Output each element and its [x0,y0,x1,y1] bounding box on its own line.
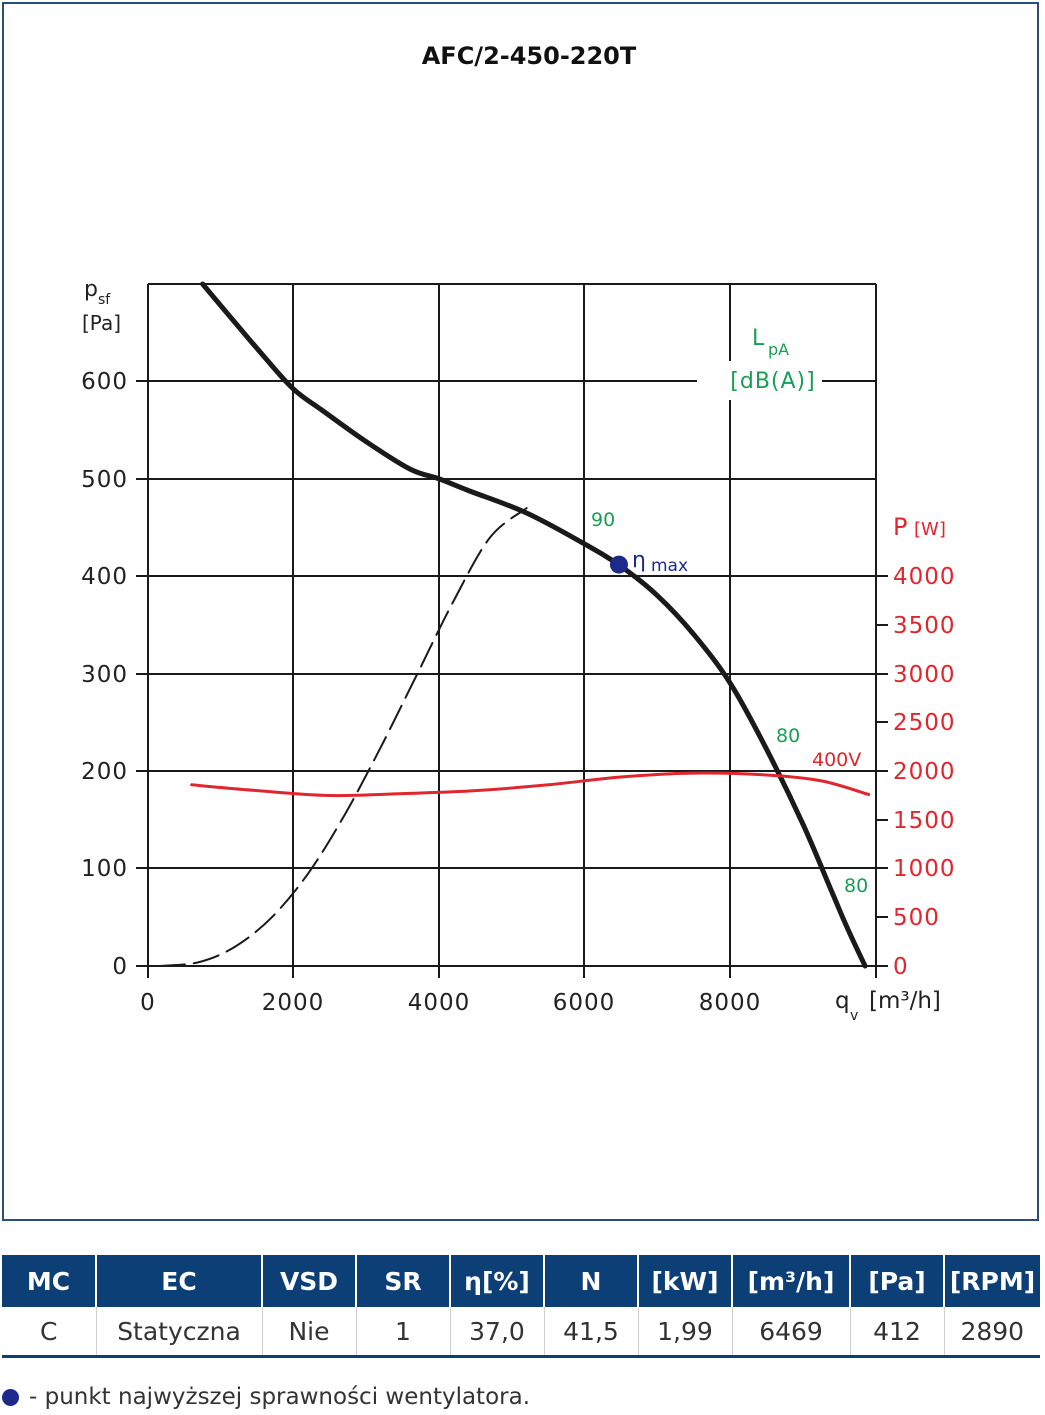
y-tick-label: 300 [81,662,128,688]
grid [147,283,877,967]
x-tick-label: 2000 [262,990,325,1016]
table-cell: 37,0 [449,1307,544,1358]
table-header-cell: η[%] [449,1255,544,1307]
table-header-cell: [RPM] [943,1255,1040,1307]
noise-labels: 90 80 80 [591,509,868,897]
table-header-cell: [Pa] [849,1255,944,1307]
y2-tick-label: 2000 [893,759,956,785]
table-cell: 6469 [731,1307,850,1358]
table-row: C Statyczna Nie 1 37,0 41,5 1,99 6469 41… [2,1307,1040,1358]
power-series-label: 400V [812,749,861,771]
system-curve-curve [157,507,528,967]
y2-axis-label: P [W] [893,513,946,541]
legend-note: - punkt najwyższej sprawności wentylator… [2,1384,530,1410]
legend-dot-icon [2,1388,19,1406]
eta-max-point [609,555,628,574]
noise-label: 80 [776,725,800,747]
y-axis-unit: [Pa] [82,311,121,335]
table-cell: Nie [261,1307,356,1358]
x-axis-symbol: q [835,988,850,1014]
table-cell: 41,5 [543,1307,638,1358]
y2-tick-label: 0 [893,954,909,980]
x-tick-label: 8000 [699,990,762,1016]
eta-max-label: η max [632,548,688,576]
y-tick-label: 600 [81,369,128,395]
x-axis-unit: [m³/h] [869,988,941,1014]
y-tick-label: 200 [81,759,128,785]
table-cell: Statyczna [95,1307,262,1358]
lpa-subscript: pA [768,340,789,359]
chart-frame [2,2,1039,1221]
eta-max-subscript: max [651,556,688,576]
y-tick-label: 400 [81,564,128,590]
table-header-cell: [m³/h] [731,1255,850,1307]
y-tick-label: 500 [81,467,128,493]
table-header-row: MC EC VSD SR η[%] N [kW] [m³/h] [Pa] [RP… [2,1255,1040,1307]
x-tick-labels: 0 2000 4000 6000 8000 [140,990,762,1016]
table-cell: 412 [849,1307,944,1358]
table-header-cell: SR [355,1255,450,1307]
legend-note-text: - punkt najwyższej sprawności wentylator… [29,1384,531,1410]
y2-tick-label: 1500 [893,808,956,834]
y2-tick-label: 4000 [893,564,956,590]
y2-tick-labels: 0 500 1000 1500 2000 2500 3000 3500 4000 [893,564,956,980]
lpa-symbol: L [752,326,765,351]
x-tick-label: 4000 [408,990,471,1016]
y2-axis-symbol: P [893,513,907,541]
table-cell: C [2,1307,96,1358]
y2-tick-label: 3500 [893,613,956,639]
series-layer [157,281,871,969]
noise-label: 90 [591,509,615,531]
table-header-cell: [kW] [637,1255,732,1307]
ticks [136,380,888,978]
y-axis-symbol: p [84,277,98,302]
x-tick-label: 0 [140,990,156,1016]
spec-table: MC EC VSD SR η[%] N [kW] [m³/h] [Pa] [RP… [2,1255,1040,1358]
table-cell: 1 [355,1307,450,1358]
table-header-cell: VSD [261,1255,356,1307]
y-tick-labels: 0 100 200 300 400 500 600 [81,369,128,980]
y-axis-label: p sf [Pa] [82,277,121,335]
table-cell: 2890 [943,1307,1040,1358]
y-tick-label: 0 [112,954,128,980]
y2-axis-unit: [W] [914,519,946,540]
lpa-legend: L pA [dB(A)] [730,326,815,394]
x-axis-label: q v [m³/h] [835,988,941,1024]
lpa-unit: [dB(A)] [730,369,815,394]
table-header-cell: EC [95,1255,262,1307]
table-header-cell: N [543,1255,638,1307]
table-cell: 1,99 [637,1307,732,1358]
x-tick-label: 6000 [553,990,616,1016]
noise-label: 80 [844,875,868,897]
table-header-cell: MC [2,1255,96,1307]
y2-tick-label: 1000 [893,856,956,882]
y2-tick-label: 2500 [893,710,956,736]
y-tick-label: 100 [81,856,128,882]
chart-title: AFC/2-450-220T [422,42,637,70]
x-axis-subscript: v [850,1008,858,1024]
y2-tick-label: 500 [893,905,940,931]
eta-max-symbol: η [632,548,646,573]
chart-svg: AFC/2-450-220T [81,42,956,1024]
y2-tick-label: 3000 [893,662,956,688]
power-curve [190,771,871,798]
pressure-curve [200,281,868,969]
y-axis-subscript: sf [98,292,111,308]
